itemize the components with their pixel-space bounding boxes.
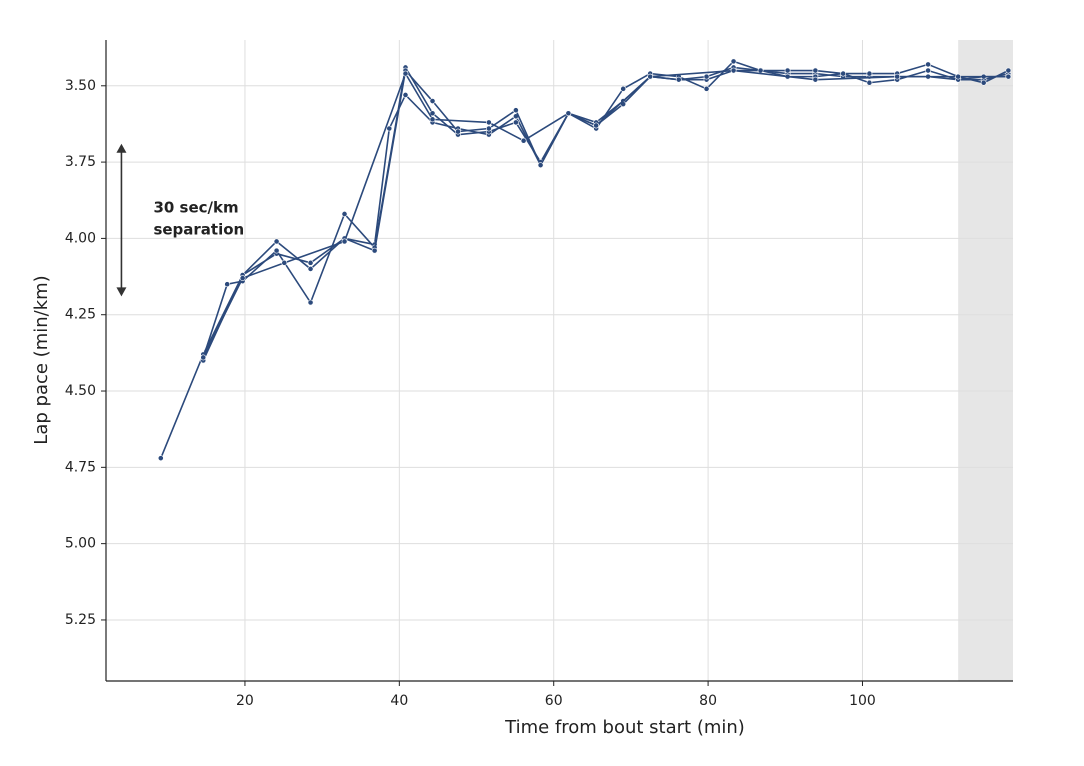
series-line (202, 66, 1009, 361)
point (784, 67, 791, 74)
point (239, 275, 246, 281)
y-tick-label: 5.00 (65, 536, 96, 552)
point (925, 67, 931, 74)
series-line (202, 69, 1009, 358)
point (703, 85, 710, 92)
y-tick-label: 3.75 (65, 154, 96, 170)
point (812, 67, 819, 74)
point (307, 259, 314, 266)
point (537, 162, 544, 169)
series-line (160, 69, 1009, 459)
x-axis-label: Time from bout start (min) (504, 717, 745, 738)
point (812, 76, 819, 83)
point (894, 73, 901, 80)
point (1005, 67, 1012, 74)
y-tick-label: 4.50 (65, 383, 96, 399)
point (675, 76, 682, 83)
point (980, 79, 987, 86)
point (757, 67, 764, 74)
point (730, 58, 737, 65)
point (730, 67, 737, 74)
point (402, 92, 409, 98)
point (485, 125, 492, 132)
point (955, 73, 962, 80)
point (866, 70, 873, 77)
point (520, 137, 527, 144)
x-tick-label: 80 (699, 693, 717, 709)
x-tick-label: 60 (545, 693, 563, 709)
point (512, 107, 519, 114)
shaded-region (958, 40, 1013, 681)
point (703, 73, 710, 80)
arrow-head (116, 143, 127, 153)
point (455, 128, 461, 135)
point (273, 247, 280, 254)
arrow-head (116, 287, 127, 297)
y-axis-label: Lap pace (min/km) (31, 275, 52, 444)
point (224, 281, 231, 288)
y-tick-label: 4.25 (65, 307, 96, 323)
point (273, 238, 280, 245)
point (307, 299, 314, 306)
point (281, 259, 288, 266)
y-tick-label: 4.75 (65, 459, 96, 475)
point (402, 70, 409, 77)
point (157, 455, 164, 462)
point (341, 211, 348, 217)
y-tick-label: 5.25 (65, 612, 96, 628)
point (485, 119, 492, 126)
point (512, 119, 519, 126)
point (593, 122, 600, 129)
x-tick-label: 100 (849, 693, 876, 709)
point (429, 98, 436, 104)
annotation-text: 30 sec/km (153, 199, 238, 217)
point (386, 125, 393, 132)
x-tick-label: 20 (236, 693, 254, 709)
point (1005, 73, 1012, 80)
point (647, 73, 654, 80)
point (840, 70, 847, 77)
annotation-text: separation (153, 221, 244, 239)
point (565, 110, 572, 117)
point (341, 238, 348, 245)
point (620, 85, 627, 92)
y-tick-label: 4.00 (65, 230, 96, 246)
point (371, 247, 378, 254)
series-line (202, 60, 1009, 358)
x-tick-label: 40 (390, 693, 408, 709)
y-tick-label: 3.50 (65, 78, 96, 94)
point (925, 61, 931, 68)
point (429, 110, 436, 117)
point (200, 354, 207, 361)
point (866, 79, 873, 86)
point (429, 116, 436, 123)
point (307, 266, 314, 272)
